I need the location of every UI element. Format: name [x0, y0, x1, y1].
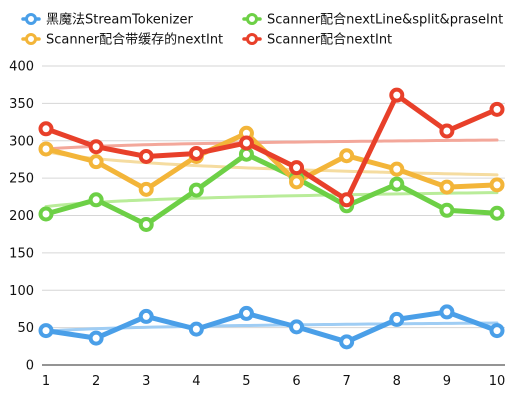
trend-line-series-3	[44, 138, 499, 151]
legend-label: 黑魔法StreamTokenizer	[46, 13, 193, 28]
data-point-series-1	[38, 206, 54, 222]
data-point-series-2	[439, 179, 455, 195]
x-tick-label: 3	[142, 374, 150, 389]
x-tick-label: 10	[489, 374, 506, 389]
series-lines	[43, 92, 500, 345]
data-point-series-3	[88, 139, 104, 155]
data-point-series-0	[439, 304, 455, 320]
trend-line-series-1	[44, 191, 499, 209]
legend-swatch-marker	[25, 33, 37, 45]
x-tick-label: 6	[292, 374, 300, 389]
data-point-series-3	[289, 160, 305, 176]
data-point-series-3	[339, 192, 355, 208]
y-tick-label: 150	[9, 246, 34, 261]
x-tick-label: 5	[242, 374, 250, 389]
y-tick-label: 400	[9, 60, 34, 75]
data-point-series-0	[38, 323, 54, 339]
data-point-series-0	[188, 321, 204, 337]
series-line-3	[43, 92, 500, 203]
series-line-1	[43, 151, 500, 227]
x-tick-label: 2	[92, 374, 100, 389]
legend-swatch-marker	[246, 13, 258, 25]
y-tick-label: 300	[9, 134, 34, 149]
y-tick-label: 100	[9, 284, 34, 299]
data-point-series-3	[439, 123, 455, 139]
data-point-series-3	[188, 145, 204, 161]
data-point-series-1	[389, 176, 405, 192]
y-tick-label: 200	[9, 209, 34, 224]
data-point-series-0	[289, 319, 305, 335]
y-tick-label: 0	[26, 359, 34, 374]
legend-swatch-marker	[25, 13, 37, 25]
data-point-series-2	[489, 177, 505, 193]
legend-label: Scanner配合nextLine&split&praseInt	[267, 13, 503, 28]
data-point-series-0	[88, 330, 104, 346]
data-point-series-2	[38, 141, 54, 157]
axis-labels: 0 50 100 150 200 250 300 350 400 1 2 3 4 5 6 7 8 9 10	[9, 60, 505, 390]
data-point-series-2	[289, 174, 305, 190]
data-point-series-1	[489, 205, 505, 221]
data-point-series-2	[138, 181, 154, 197]
data-point-series-3	[238, 135, 254, 151]
series-line-0	[43, 309, 500, 345]
data-point-series-1	[439, 202, 455, 218]
data-point-series-3	[38, 121, 54, 137]
data-point-series-1	[88, 192, 104, 208]
data-point-series-0	[138, 308, 154, 324]
legend: 黑魔法StreamTokenizer Scanner配合nextLine&spli…	[21, 13, 503, 48]
legend-label: Scanner配合nextInt	[267, 33, 392, 48]
series-markers	[38, 87, 505, 350]
y-tick-label: 50	[17, 321, 34, 336]
data-point-series-3	[489, 101, 505, 117]
data-point-series-2	[339, 148, 355, 164]
x-tick-label: 9	[443, 374, 451, 389]
x-tick-label: 4	[192, 374, 200, 389]
data-point-series-0	[489, 323, 505, 339]
data-point-series-3	[389, 87, 405, 103]
y-tick-label: 350	[9, 97, 34, 112]
data-point-series-2	[389, 161, 405, 177]
data-point-series-2	[88, 154, 104, 170]
x-tick-label: 7	[343, 374, 351, 389]
x-tick-label: 1	[42, 374, 50, 389]
data-point-series-0	[238, 305, 254, 321]
data-point-series-3	[138, 148, 154, 164]
y-tick-label: 250	[9, 172, 34, 187]
x-tick-label: 8	[393, 374, 401, 389]
data-point-series-1	[138, 216, 154, 232]
data-point-series-0	[339, 334, 355, 350]
data-point-series-1	[188, 182, 204, 198]
data-point-series-0	[389, 311, 405, 327]
legend-label: Scanner配合带缓存的nextInt	[46, 32, 223, 48]
legend-swatch-marker	[246, 33, 258, 45]
